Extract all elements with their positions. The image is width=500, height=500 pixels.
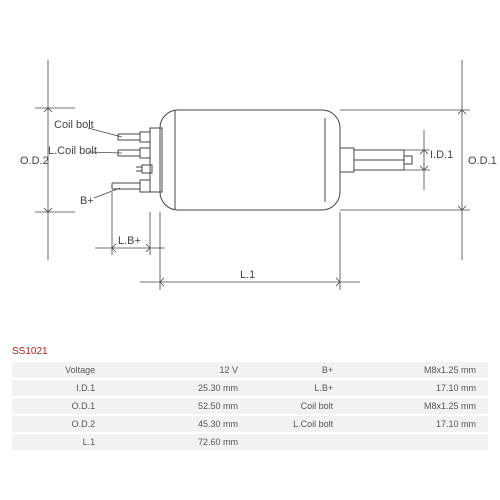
spec-table: Voltage12 VB+M8x1.25 mmI.D.125.30 mmL.B+… (12, 362, 488, 452)
spec-value: 17.10 mm (345, 415, 488, 433)
spec-value: 72.60 mm (107, 433, 250, 451)
technical-drawing: O.D.2 O.D.1 I.D.1 L.1 L.B+ Coil bolt L.C… (0, 0, 500, 340)
part-number: SS1021 (12, 346, 48, 357)
spec-label (250, 433, 345, 451)
spec-value: 52.50 mm (107, 397, 250, 415)
label-coilbolt: Coil bolt (54, 119, 94, 131)
spec-label: O.D.1 (12, 397, 107, 415)
spec-label: B+ (250, 362, 345, 379)
spec-label: Coil bolt (250, 397, 345, 415)
label-od1: O.D.1 (468, 155, 497, 167)
table-row: I.D.125.30 mmL.B+17.10 mm (12, 379, 488, 397)
label-od2: O.D.2 (20, 155, 49, 167)
spec-value: 12 V (107, 362, 250, 379)
spec-label: L.B+ (250, 379, 345, 397)
spec-value: M8x1.25 mm (345, 362, 488, 379)
spec-value (345, 433, 488, 451)
table-row: Voltage12 VB+M8x1.25 mm (12, 362, 488, 379)
spec-value: 45.30 mm (107, 415, 250, 433)
table-row: L.172.60 mm (12, 433, 488, 451)
spec-label: I.D.1 (12, 379, 107, 397)
spec-value: 17.10 mm (345, 379, 488, 397)
spec-label: L.Coil bolt (250, 415, 345, 433)
label-lbplus: L.B+ (118, 235, 141, 247)
spec-label: O.D.2 (12, 415, 107, 433)
label-l1: L.1 (240, 269, 255, 281)
spec-value: M8x1.25 mm (345, 397, 488, 415)
table-row: O.D.245.30 mmL.Coil bolt17.10 mm (12, 415, 488, 433)
spec-value: 25.30 mm (107, 379, 250, 397)
spec-label: L.1 (12, 433, 107, 451)
label-id1: I.D.1 (430, 149, 453, 161)
label-bplus: B+ (80, 195, 94, 207)
table-row: O.D.152.50 mmCoil boltM8x1.25 mm (12, 397, 488, 415)
spec-label: Voltage (12, 362, 107, 379)
label-lcoilbolt: L.Coil bolt (48, 145, 97, 157)
